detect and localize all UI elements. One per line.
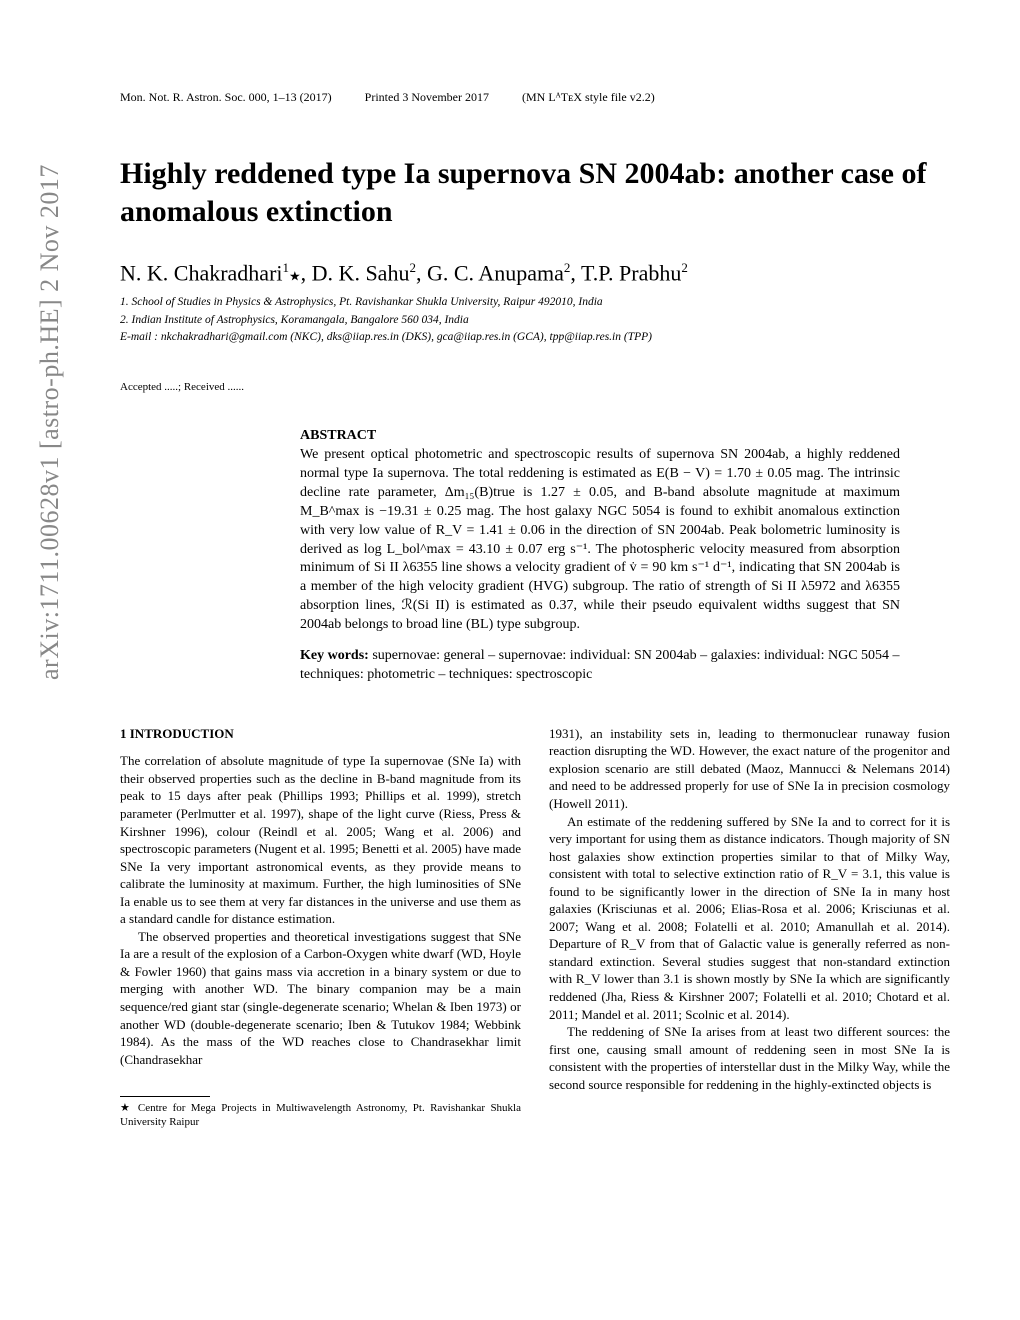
affiliations: 1. School of Studies in Physics & Astrop… — [120, 294, 950, 346]
abstract-block: ABSTRACT We present optical photometric … — [300, 428, 900, 685]
keywords: Key words: supernovae: general – superno… — [300, 647, 900, 685]
accepted-received: Accepted .....; Received ...... — [120, 381, 950, 393]
abstract-heading: ABSTRACT — [300, 428, 900, 444]
abstract-text: We present optical photometric and spect… — [300, 446, 900, 635]
affiliation-2: 2. Indian Institute of Astrophysics, Kor… — [120, 312, 950, 329]
column-left: 1 INTRODUCTION The correlation of absolu… — [120, 725, 521, 1130]
body-columns: 1 INTRODUCTION The correlation of absolu… — [120, 725, 950, 1130]
keywords-label: Key words: — [300, 648, 369, 663]
print-date: Printed 3 November 2017 — [365, 90, 489, 104]
intro-para-2: The observed properties and theoretical … — [120, 928, 521, 1068]
footnote-rule — [120, 1096, 210, 1097]
paper-title: Highly reddened type Ia supernova SN 200… — [120, 155, 950, 230]
page-content: Mon. Not. R. Astron. Soc. 000, 1–13 (201… — [0, 0, 1020, 1180]
footnote: ★ Centre for Mega Projects in Multiwavel… — [120, 1101, 521, 1130]
affiliation-1: 1. School of Studies in Physics & Astrop… — [120, 294, 950, 311]
journal-header: Mon. Not. R. Astron. Soc. 000, 1–13 (201… — [120, 90, 950, 105]
section-heading-intro: 1 INTRODUCTION — [120, 725, 521, 743]
column-right: 1931), an instability sets in, leading t… — [549, 725, 950, 1130]
intro-para-3: 1931), an instability sets in, leading t… — [549, 725, 950, 813]
intro-para-1: The correlation of absolute magnitude of… — [120, 752, 521, 927]
affiliation-email: E-mail : nkchakradhari@gmail.com (NKC), … — [120, 329, 950, 346]
authors: N. K. Chakradhari1★, D. K. Sahu2, G. C. … — [120, 260, 950, 286]
keywords-text: supernovae: general – supernovae: indivi… — [300, 648, 900, 682]
style-file: (MN LᴬTᴇX style file v2.2) — [522, 90, 655, 104]
intro-para-4: An estimate of the reddening suffered by… — [549, 813, 950, 1024]
journal-ref: Mon. Not. R. Astron. Soc. 000, 1–13 (201… — [120, 90, 332, 104]
intro-para-5: The reddening of SNe Ia arises from at l… — [549, 1023, 950, 1093]
